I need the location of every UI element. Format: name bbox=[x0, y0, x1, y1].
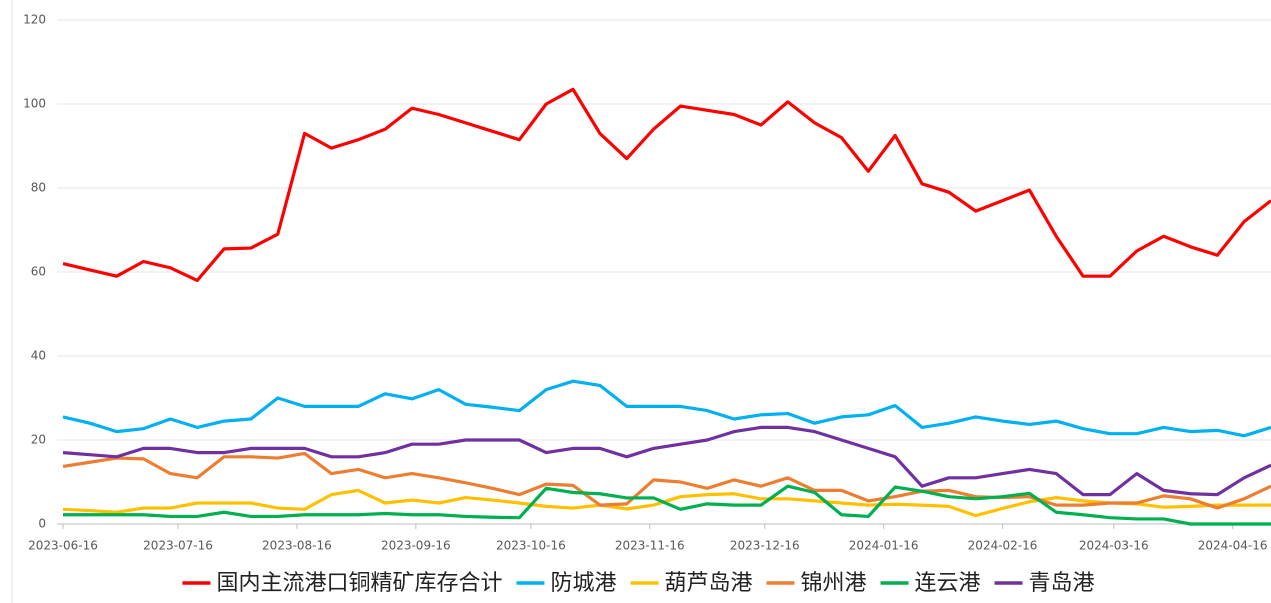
legend-label: 锦州港 bbox=[801, 571, 867, 596]
x-tick-label: 2023-08-16 bbox=[262, 539, 332, 553]
series-line bbox=[63, 484, 1271, 526]
y-tick-label: 120 bbox=[23, 13, 46, 27]
x-tick-label: 2023-06-16 bbox=[28, 539, 98, 553]
x-tick-label: 2023-12-16 bbox=[730, 539, 800, 553]
series-line bbox=[62, 425, 1271, 497]
legend-label: 国内主流港口铜精矿库存合计 bbox=[216, 571, 502, 596]
series-line bbox=[62, 379, 1271, 438]
x-tick-label: 2024-01-16 bbox=[849, 539, 919, 553]
y-tick-label: 100 bbox=[23, 97, 46, 111]
y-tick-label: 60 bbox=[31, 265, 46, 279]
legend-label: 连云港 bbox=[915, 571, 981, 596]
series-line bbox=[62, 488, 1271, 518]
legend-label: 防城港 bbox=[550, 571, 616, 596]
x-tick-label: 2024-04-16 bbox=[1198, 539, 1268, 553]
legend-label: 葫芦岛港 bbox=[664, 571, 752, 596]
y-tick-label: 40 bbox=[31, 349, 46, 363]
x-tick-label: 2024-03-16 bbox=[1079, 539, 1149, 553]
x-tick-label: 2023-09-16 bbox=[381, 539, 451, 553]
x-tick-label: 2023-07-16 bbox=[143, 539, 213, 553]
x-tick-label: 2024-02-16 bbox=[968, 539, 1038, 553]
x-tick-label: 2023-10-16 bbox=[496, 539, 566, 553]
series-line bbox=[62, 87, 1271, 282]
y-tick-label: 80 bbox=[31, 181, 46, 195]
y-tick-label: 0 bbox=[38, 517, 46, 531]
series-line bbox=[62, 451, 1271, 510]
y-tick-label: 20 bbox=[31, 433, 46, 447]
x-tick-label: 2023-11-16 bbox=[615, 539, 685, 553]
legend-label: 青岛港 bbox=[1029, 571, 1095, 596]
